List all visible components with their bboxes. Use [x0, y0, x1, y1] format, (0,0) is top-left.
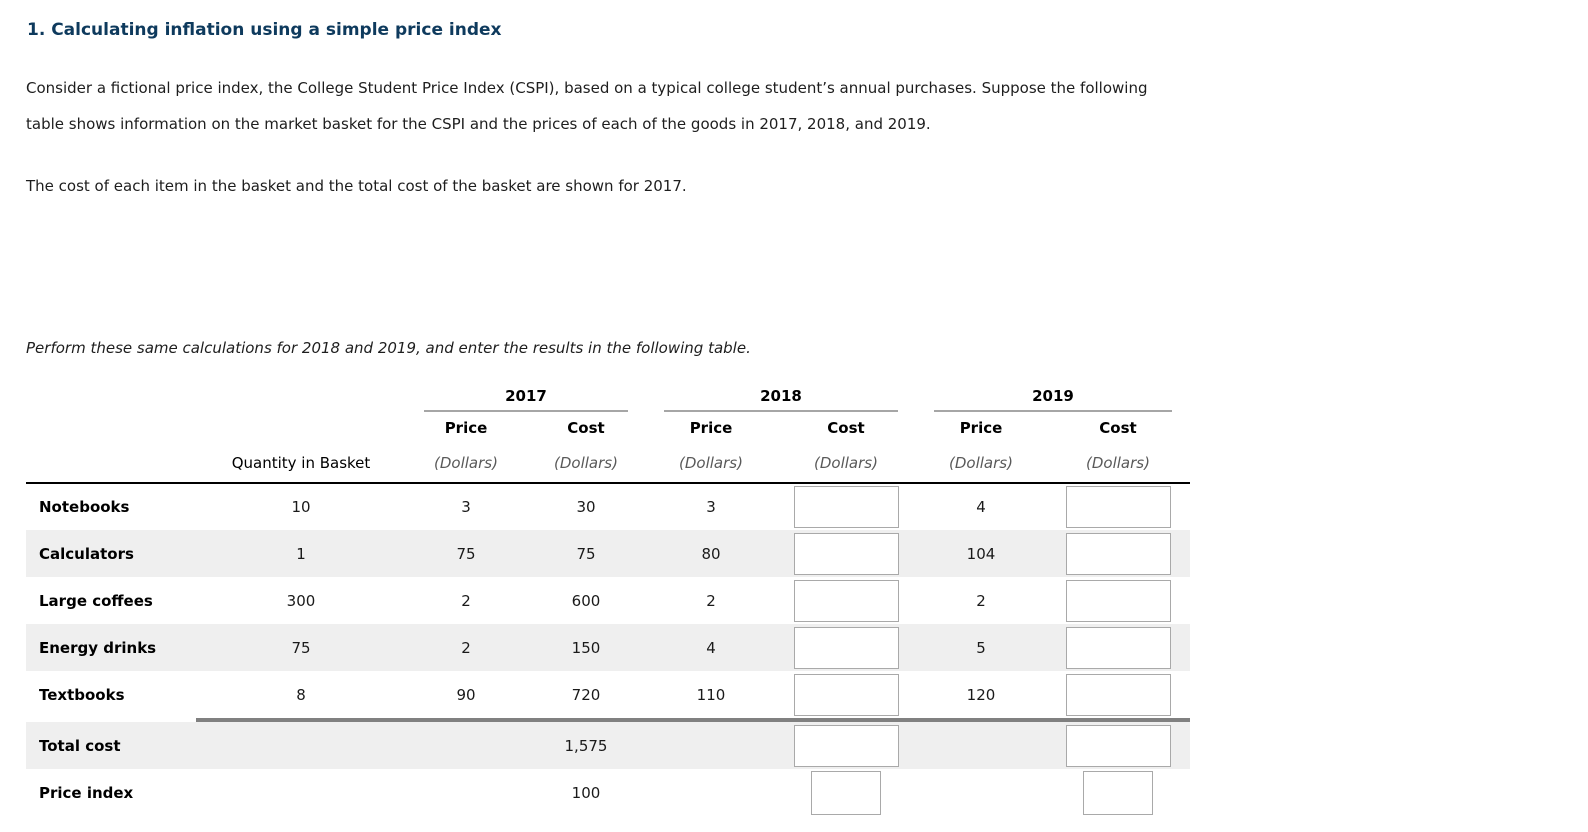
price-2017-value: 2 [461, 591, 471, 610]
spacer-cell [196, 412, 406, 444]
price-2019-value: 120 [966, 685, 996, 704]
total-separator-row [26, 718, 1190, 722]
empty-cell [916, 769, 1046, 817]
table-row-large-coffees: Large coffees 300 2 600 2 2 [26, 577, 1190, 624]
cost-header-2018: Cost [827, 419, 865, 437]
notebooks-cost-2018-input[interactable] [793, 486, 899, 528]
price-2018-value: 3 [706, 498, 716, 516]
price-2019-value: 104 [966, 544, 996, 563]
year-header-2019: 2019 [916, 384, 1190, 412]
price-header-2018: Price [689, 419, 733, 437]
textbooks-cost-2018-input[interactable] [793, 673, 899, 716]
total-cost-2017-value: 1,575 [564, 736, 608, 755]
quantity-value: 300 [286, 591, 316, 610]
empty-cell [196, 722, 406, 769]
quantity-value: 1 [296, 544, 306, 563]
price-2018-value: 2 [706, 591, 716, 610]
year-label-2018: 2018 [664, 387, 898, 412]
row-label: Total cost [39, 736, 121, 755]
total-cost-2019-input[interactable] [1065, 724, 1171, 767]
calculators-cost-2019-input[interactable] [1065, 532, 1171, 575]
spacer-cell [26, 444, 196, 484]
price-2019-value: 4 [976, 498, 986, 516]
price-2018-value: 110 [696, 685, 726, 704]
table-row-total-cost: Total cost 1,575 [26, 722, 1190, 769]
row-label: Calculators [39, 544, 134, 563]
unit-header: (Dollars) [646, 444, 776, 484]
row-label: Energy drinks [39, 638, 157, 657]
unit-header: (Dollars) [1046, 444, 1190, 484]
price-2019-value: 2 [976, 591, 986, 610]
price-2017-value: 2 [461, 638, 471, 657]
price-header-2017: Price [444, 419, 488, 437]
cost-2017-value: 150 [571, 638, 601, 657]
quantity-value: 8 [296, 685, 306, 704]
intro-paragraph-2: The cost of each item in the basket and … [26, 177, 687, 195]
empty-cell [646, 769, 776, 817]
year-header-row: 2017 2018 2019 [26, 384, 1190, 412]
cost-header-2017: Cost [567, 419, 605, 437]
intro-paragraph-1-line-1: Consider a fictional price index, the Co… [26, 79, 1148, 97]
units-header-row: Quantity in Basket (Dollars) (Dollars) (… [26, 444, 1190, 484]
quantity-in-basket-header: Quantity in Basket [196, 444, 406, 484]
year-label-2017: 2017 [424, 387, 628, 412]
empty-cell [916, 722, 1046, 769]
table-row-price-index: Price index 100 [26, 769, 1190, 817]
quantity-value: 10 [291, 498, 311, 516]
price-2018-value: 4 [706, 638, 716, 657]
table-row-energy-drinks: Energy drinks 75 2 150 4 5 [26, 624, 1190, 671]
energy-drinks-cost-2019-input[interactable] [1065, 626, 1171, 669]
unit-header: (Dollars) [776, 444, 916, 484]
table-row-calculators: Calculators 1 75 75 80 104 [26, 530, 1190, 577]
spacer-cell [26, 412, 196, 444]
cost-2017-value: 720 [571, 685, 601, 704]
unit-header: (Dollars) [916, 444, 1046, 484]
price-index-2018-input[interactable] [811, 771, 881, 815]
price-2017-value: 75 [456, 544, 476, 563]
cost-header-2019: Cost [1099, 419, 1137, 437]
cost-2017-value: 75 [576, 544, 596, 563]
spacer-cell [196, 384, 406, 412]
price-2018-value: 80 [701, 544, 721, 563]
quantity-value: 75 [291, 638, 311, 657]
empty-cell [406, 722, 526, 769]
price-2017-value: 3 [461, 498, 471, 516]
total-cost-2018-input[interactable] [793, 724, 899, 767]
row-label: Textbooks [39, 685, 125, 704]
price-cost-header-row: Price Cost Price Cost Price Cost [26, 412, 1190, 444]
spacer-cell [26, 384, 196, 412]
year-header-2017: 2017 [406, 384, 646, 412]
notebooks-cost-2019-input[interactable] [1065, 486, 1171, 528]
empty-cell [196, 769, 406, 817]
total-separator-line [196, 718, 1190, 722]
cspi-price-table: 2017 2018 2019 Price Cost Price Cost Pri… [26, 384, 1190, 817]
year-header-2018: 2018 [646, 384, 916, 412]
unit-header: (Dollars) [526, 444, 646, 484]
large-coffees-cost-2018-input[interactable] [793, 579, 899, 622]
price-2019-value: 5 [976, 638, 986, 657]
large-coffees-cost-2019-input[interactable] [1065, 579, 1171, 622]
price-index-2019-input[interactable] [1083, 771, 1153, 815]
price-index-2017-value: 100 [571, 784, 601, 802]
price-header-2019: Price [959, 419, 1003, 437]
intro-paragraph-1: Consider a fictional price index, the Co… [26, 70, 1147, 142]
year-label-2019: 2019 [934, 387, 1172, 412]
row-label: Price index [39, 784, 134, 802]
page-title: 1. Calculating inflation using a simple … [27, 20, 502, 40]
cost-2017-value: 600 [571, 591, 601, 610]
empty-cell [406, 769, 526, 817]
price-2017-value: 90 [456, 685, 476, 704]
energy-drinks-cost-2018-input[interactable] [793, 626, 899, 669]
row-label: Large coffees [39, 591, 153, 610]
row-label: Notebooks [39, 498, 130, 516]
textbooks-cost-2019-input[interactable] [1065, 673, 1171, 716]
empty-cell [646, 722, 776, 769]
intro-paragraph-1-line-2: table shows information on the market ba… [26, 115, 931, 133]
instruction-text: Perform these same calculations for 2018… [26, 339, 751, 357]
table-row-textbooks: Textbooks 8 90 720 110 120 [26, 671, 1190, 718]
table-row-notebooks: Notebooks 10 3 30 3 4 [26, 483, 1190, 530]
calculators-cost-2018-input[interactable] [793, 532, 899, 575]
cost-2017-value: 30 [576, 498, 596, 516]
unit-header: (Dollars) [406, 444, 526, 484]
